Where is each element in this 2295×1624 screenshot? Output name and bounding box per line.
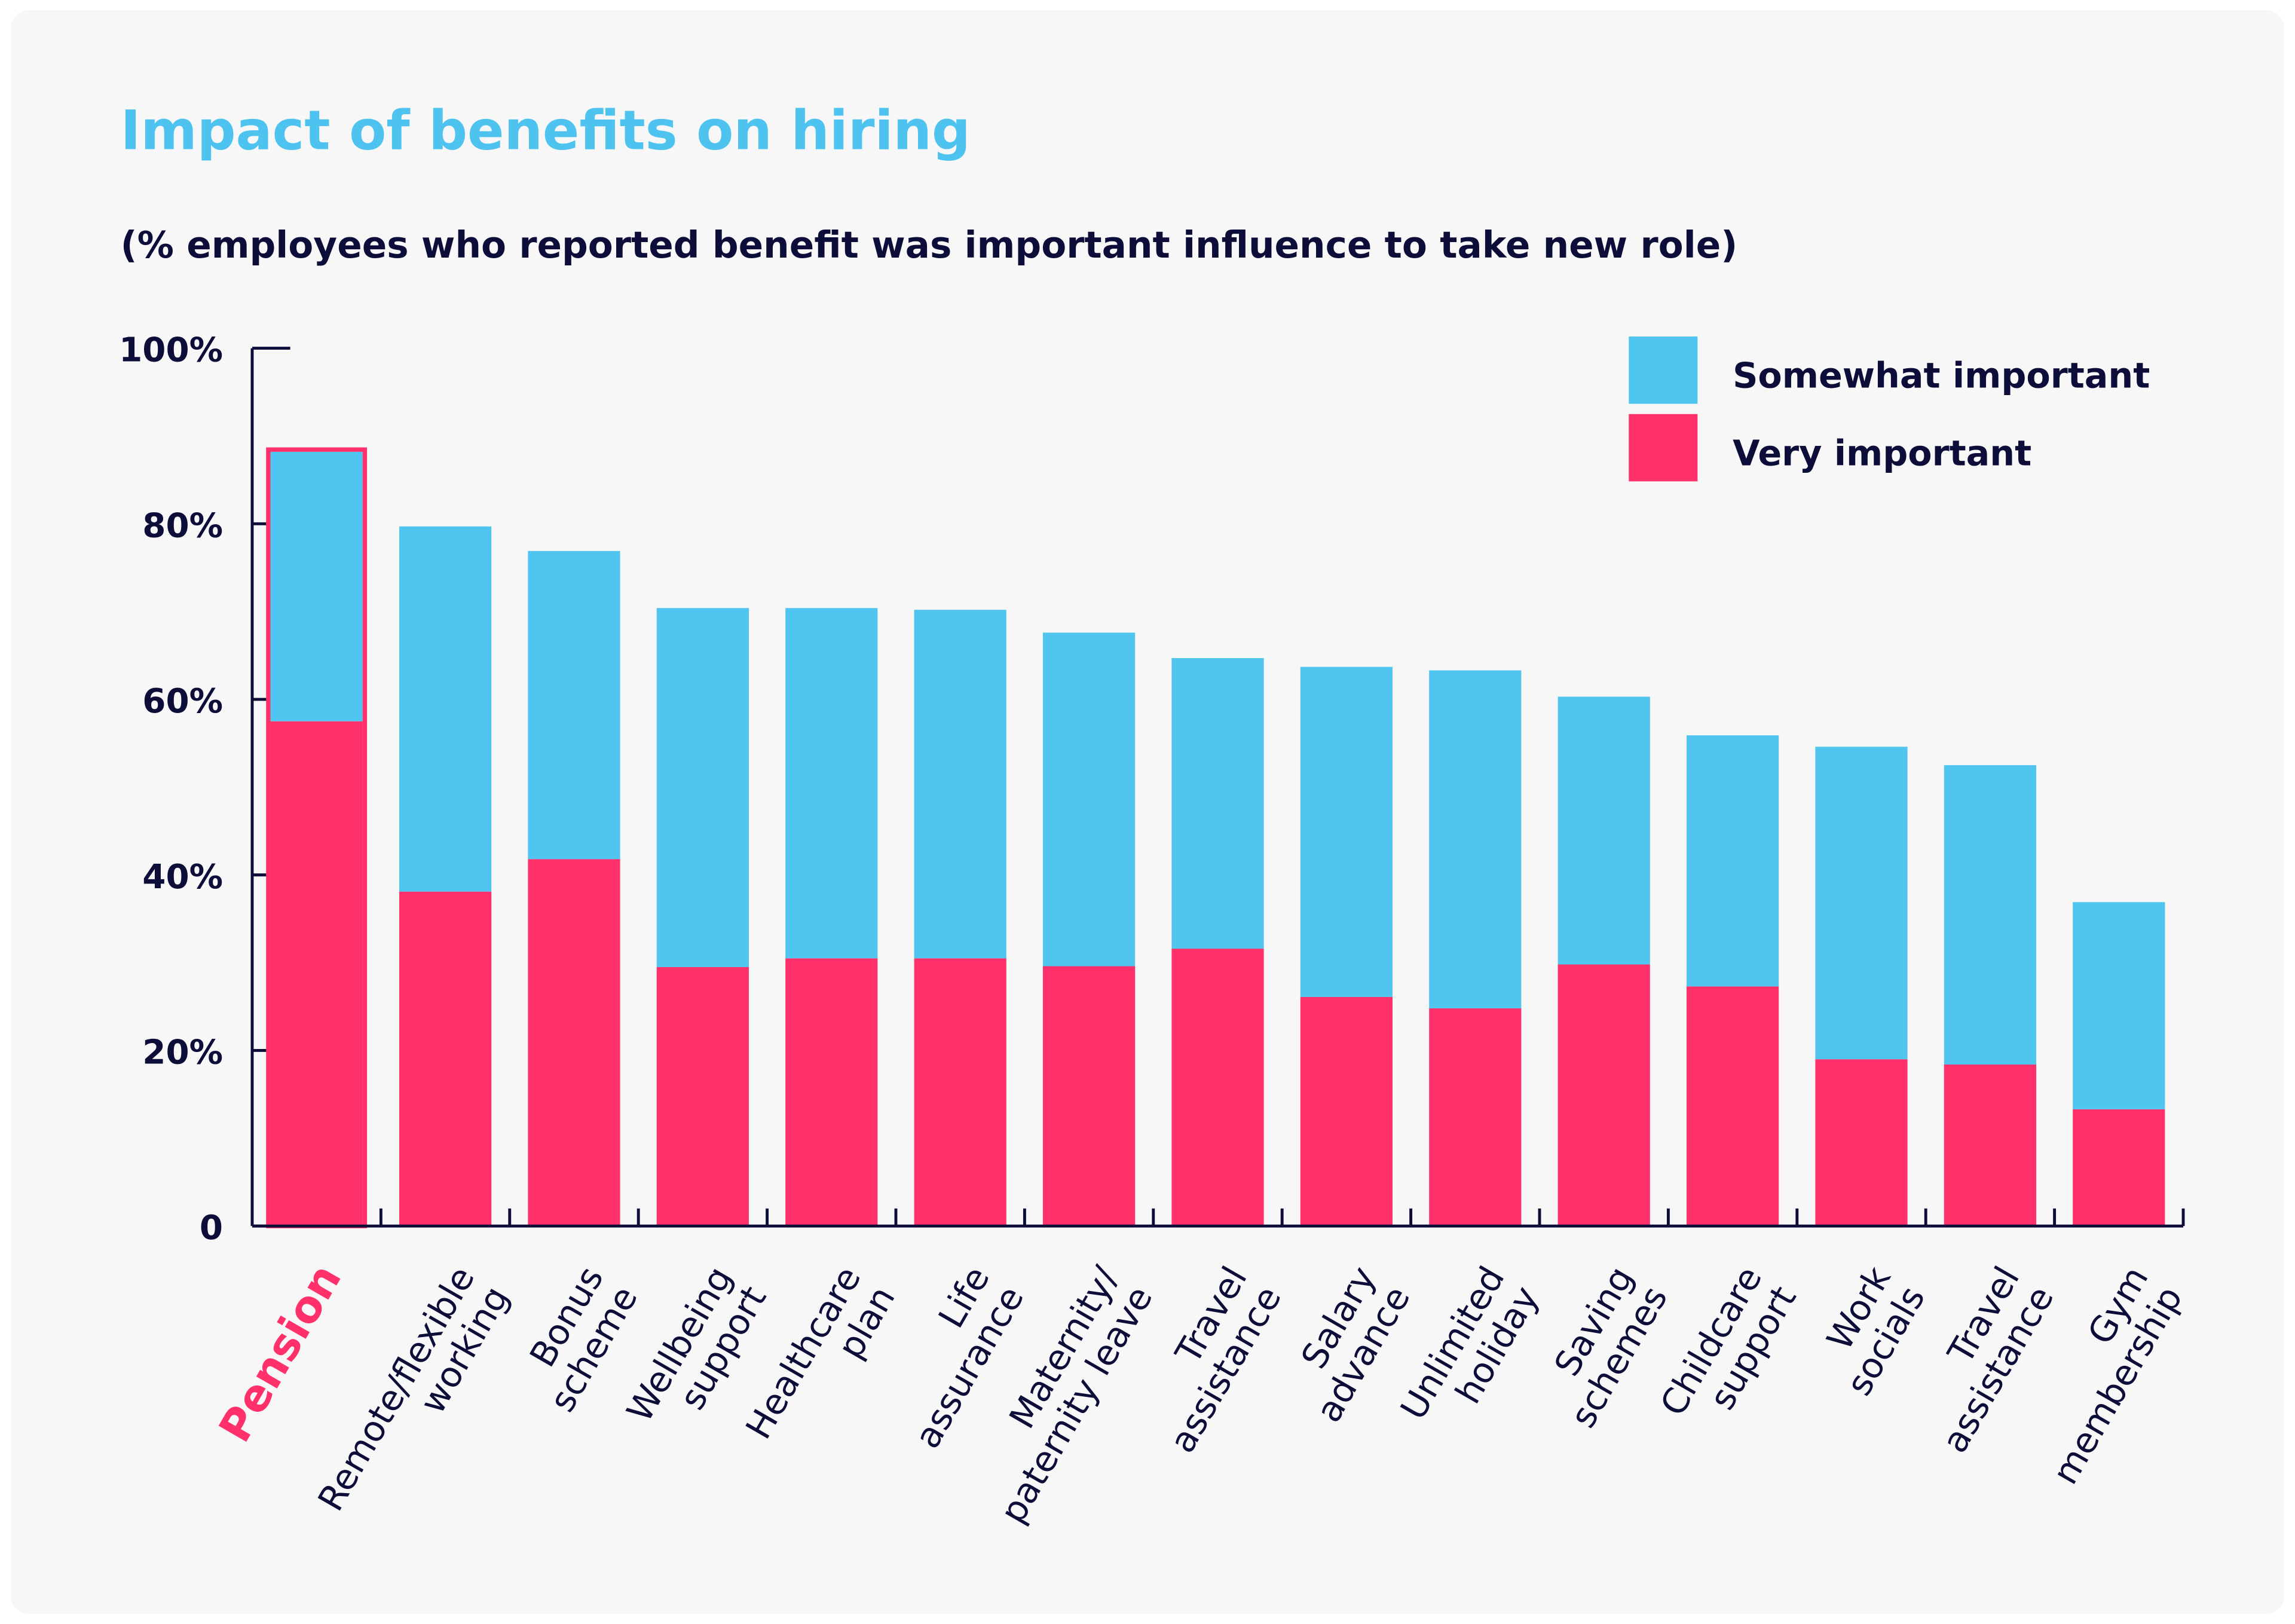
- legend-label-somewhat: Somewhat important: [1733, 355, 2150, 396]
- bar-very: [1171, 949, 1264, 1227]
- bar-very: [785, 958, 878, 1227]
- bar-somewhat: [399, 526, 492, 892]
- bar-very: [528, 859, 620, 1227]
- bar-very: [2073, 1109, 2165, 1227]
- bar-somewhat: [1815, 747, 1908, 1060]
- bar-somewhat: [270, 451, 363, 721]
- legend-swatch-somewhat: [1629, 336, 1698, 404]
- bar-very: [399, 891, 492, 1227]
- bar-somewhat: [1042, 632, 1136, 967]
- bar-very: [1686, 986, 1779, 1227]
- bar-somewhat: [656, 608, 749, 967]
- chart-subtitle: (% employees who reported benefit was im…: [121, 224, 1738, 267]
- bar-very: [656, 967, 749, 1227]
- x-tick-label: Worksocials: [1804, 1259, 1933, 1402]
- bar-somewhat: [2073, 902, 2165, 1109]
- legend-swatch-very: [1629, 414, 1698, 482]
- bar-somewhat: [1557, 696, 1650, 965]
- bar-somewhat: [1944, 765, 2037, 1065]
- bar-somewhat: [1429, 670, 1522, 1008]
- y-tick-label: 40%: [142, 858, 223, 897]
- bars: [266, 447, 2165, 1228]
- x-axis: [252, 1208, 2185, 1228]
- bar-very: [270, 721, 363, 1227]
- bar-very: [1042, 966, 1136, 1227]
- y-axis: 0 20% 40% 60% 80% 100%: [119, 331, 290, 1247]
- y-tick-label: 0: [200, 1209, 223, 1247]
- legend-label-very: Very important: [1733, 432, 2031, 473]
- legend: Somewhat important Very important: [1629, 336, 2150, 482]
- bar-somewhat: [1686, 735, 1779, 987]
- bar-very: [1944, 1064, 2037, 1227]
- bar-very: [1557, 964, 1650, 1227]
- bar-very: [914, 958, 1006, 1227]
- y-tick-label: 80%: [142, 506, 223, 545]
- y-tick-label: 100%: [119, 331, 223, 370]
- bar-very: [1429, 1008, 1522, 1227]
- bar-very: [1300, 996, 1393, 1227]
- y-tick-label: 60%: [142, 682, 223, 721]
- bar-somewhat: [1171, 657, 1264, 949]
- bar-somewhat: [914, 610, 1006, 959]
- bar-somewhat: [785, 608, 878, 959]
- bar-very: [1815, 1059, 1908, 1227]
- chart-title: Impact of benefits on hiring: [121, 100, 971, 163]
- y-tick-label: 20%: [142, 1033, 223, 1072]
- bar-somewhat: [1300, 666, 1393, 997]
- bar-somewhat: [528, 550, 620, 860]
